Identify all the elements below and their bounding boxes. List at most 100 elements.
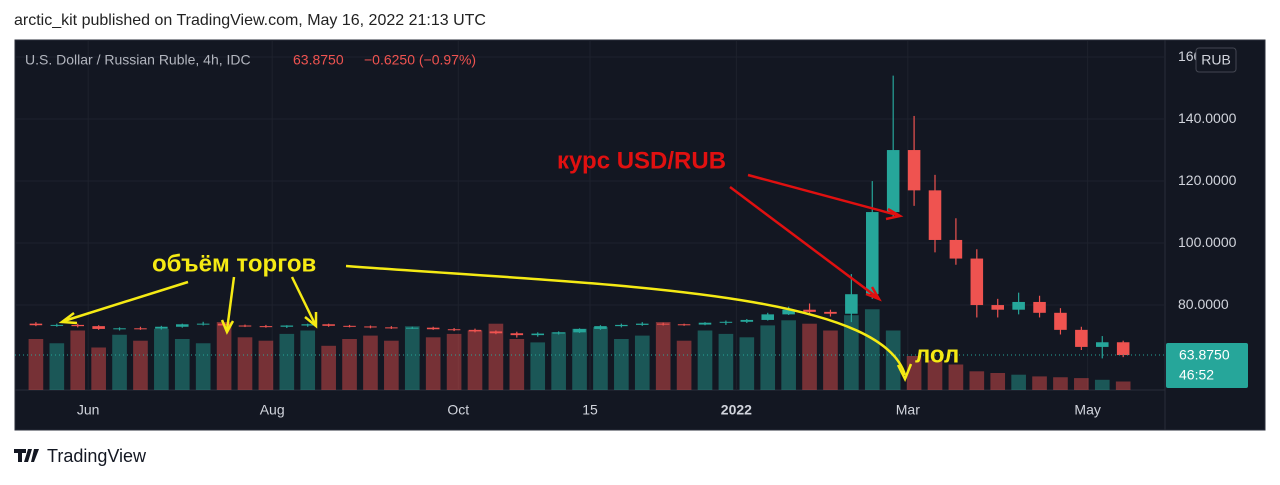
volume-bar bbox=[112, 334, 127, 390]
currency-badge[interactable] bbox=[1195, 47, 1237, 73]
candle-body bbox=[176, 324, 189, 327]
x-tick-label: Oct bbox=[447, 402, 469, 418]
currency[interactable]: RUB bbox=[1201, 52, 1231, 68]
volume-bar bbox=[1011, 374, 1026, 390]
candle-body bbox=[364, 326, 377, 328]
candle-body bbox=[740, 319, 754, 322]
axes: 80.0000100.0000120.0000140.0000160.0000J… bbox=[77, 48, 1237, 418]
candle-body bbox=[1012, 301, 1025, 310]
volume-bar bbox=[634, 335, 650, 390]
candle-body bbox=[552, 332, 565, 334]
volume-bar bbox=[488, 323, 504, 390]
candle-body bbox=[719, 321, 733, 323]
candle-body bbox=[301, 324, 314, 326]
volume-bar bbox=[572, 328, 587, 390]
candle-body bbox=[385, 327, 398, 329]
candle-body bbox=[1075, 329, 1088, 347]
volume-bar bbox=[990, 373, 1006, 390]
candle-body bbox=[196, 323, 210, 325]
candle-body bbox=[803, 309, 816, 312]
volume-bar bbox=[467, 330, 483, 390]
y-tick-label: 100.0000 bbox=[1178, 234, 1237, 250]
y-tick-label: 80.0000 bbox=[1178, 296, 1229, 312]
candle-body bbox=[615, 324, 628, 327]
brand: TradingView bbox=[47, 446, 147, 466]
volume-bar bbox=[802, 323, 817, 390]
candle-body bbox=[259, 326, 273, 328]
candle-body bbox=[1033, 301, 1046, 313]
annotation-arrows bbox=[58, 173, 913, 383]
volume-bar bbox=[593, 327, 608, 390]
x-tick-label: Jun bbox=[77, 402, 100, 418]
volume-bar bbox=[760, 325, 776, 390]
annotation: курс USD/RUB bbox=[557, 147, 726, 174]
candle-body bbox=[280, 325, 294, 327]
volume-bar bbox=[195, 343, 211, 390]
volume-bar bbox=[676, 340, 692, 390]
candle-body bbox=[92, 326, 105, 329]
volume-bar bbox=[91, 347, 106, 390]
candle-body bbox=[886, 150, 900, 213]
candle-body bbox=[322, 324, 335, 326]
candle-body bbox=[50, 324, 64, 326]
candle-body bbox=[468, 329, 482, 332]
volume-bar bbox=[1115, 381, 1131, 390]
y-tick-label: 120.0000 bbox=[1178, 172, 1237, 188]
volume-bar bbox=[363, 335, 378, 390]
volume-bar bbox=[1032, 376, 1047, 390]
candle-body bbox=[845, 294, 858, 314]
volume-bar bbox=[404, 326, 420, 390]
volume-bar bbox=[655, 322, 671, 390]
volume-bar bbox=[864, 309, 880, 390]
candle-body bbox=[1054, 312, 1067, 330]
candle-body bbox=[29, 323, 43, 326]
candle-body bbox=[677, 324, 691, 326]
candle-body bbox=[113, 328, 126, 330]
x-tick-label: Mar bbox=[896, 402, 920, 418]
candle-body bbox=[991, 305, 1004, 310]
candle-body bbox=[594, 326, 607, 329]
candle-body bbox=[761, 314, 774, 320]
volume-pane bbox=[28, 309, 1131, 390]
volume-bar bbox=[781, 320, 796, 390]
candle-body bbox=[907, 150, 921, 191]
candle-body bbox=[949, 239, 963, 259]
volume-bar bbox=[300, 330, 316, 390]
volume-bar bbox=[446, 333, 462, 390]
x-tick-label: 15 bbox=[582, 402, 598, 418]
candle-body bbox=[155, 326, 168, 329]
x-tick-label: Aug bbox=[260, 402, 285, 418]
candle-body bbox=[531, 333, 544, 336]
volume-bar bbox=[321, 345, 336, 390]
volume-bar bbox=[28, 339, 44, 390]
x-tick-label: May bbox=[1074, 402, 1100, 418]
candles bbox=[15, 75, 1165, 359]
volume-bar bbox=[551, 332, 566, 390]
volume-bar bbox=[237, 337, 253, 390]
candle-body bbox=[636, 323, 649, 325]
volume-bar bbox=[216, 322, 232, 390]
volume-bar bbox=[844, 315, 859, 390]
volume-bar bbox=[49, 343, 65, 390]
byline: arctic_kit published on TradingView.com,… bbox=[14, 12, 486, 29]
volume-bar bbox=[279, 333, 295, 390]
volume-bar bbox=[614, 339, 629, 390]
legend-price: 63.8750 bbox=[293, 52, 344, 68]
grid bbox=[15, 40, 1165, 390]
candle-body bbox=[782, 309, 795, 315]
annotation: объём торгов bbox=[152, 250, 316, 277]
volume-bar bbox=[70, 330, 86, 390]
legend-change: −0.6250 (−0.97%) bbox=[364, 52, 476, 68]
candle-body bbox=[698, 322, 712, 325]
candle-body bbox=[447, 329, 461, 331]
y-tick-label: 140.0000 bbox=[1178, 110, 1237, 126]
candle-body bbox=[510, 333, 524, 336]
volume-bar bbox=[823, 330, 838, 390]
volume-bar bbox=[697, 330, 713, 390]
candle-body bbox=[824, 311, 837, 314]
volume-bar bbox=[1053, 377, 1068, 390]
candle-body bbox=[489, 331, 503, 334]
price-badge-value: 63.8750 bbox=[1179, 347, 1230, 363]
volume-bar bbox=[927, 360, 943, 390]
candle-body bbox=[573, 328, 586, 333]
